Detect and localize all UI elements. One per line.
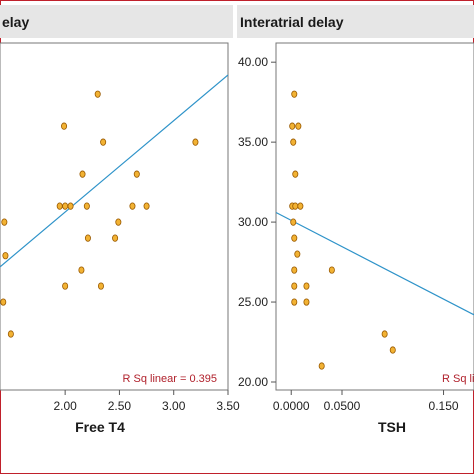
left-x-tick-label: 3.00 — [162, 399, 186, 413]
left-data-point — [115, 218, 122, 226]
right-data-point — [289, 122, 296, 130]
left-x-tick-label: 3.50 — [216, 399, 240, 413]
left-data-point — [56, 202, 63, 210]
left-data-point — [94, 90, 101, 98]
right-data-point — [292, 202, 299, 210]
right-data-point — [291, 266, 298, 274]
left-data-point — [78, 266, 85, 274]
right-x-axis-title: TSH — [378, 419, 406, 435]
left-r-squared-label: R Sq linear = 0.395 — [123, 373, 217, 385]
right-data-point — [290, 218, 297, 226]
right-data-point — [297, 202, 304, 210]
left-plot-panel: 2.00 2.50 3.00 3.50 — [0, 42, 240, 413]
right-data-point — [303, 282, 310, 290]
right-y-tick-label: 30.00 — [238, 215, 268, 229]
left-data-point — [97, 282, 104, 290]
right-data-point — [291, 282, 298, 290]
right-y-tick-label: 40.00 — [238, 55, 268, 69]
left-data-point — [67, 202, 74, 210]
left-data-point — [0, 298, 7, 306]
left-data-point — [62, 282, 69, 290]
right-x-tick-label: 0.150 — [429, 399, 459, 413]
left-fit-line — [0, 74, 228, 268]
right-y-tick-label: 35.00 — [238, 135, 268, 149]
left-x-tick-label: 2.50 — [108, 399, 132, 413]
right-data-point — [291, 90, 298, 98]
right-data-point — [381, 330, 388, 338]
left-data-point — [2, 252, 9, 260]
right-data-point — [318, 362, 325, 370]
left-data-point — [84, 234, 91, 242]
left-x-axis-title: Free T4 — [75, 419, 125, 435]
right-title-strip — [237, 5, 474, 38]
right-data-point — [291, 298, 298, 306]
left-data-point — [1, 218, 8, 226]
right-data-point — [303, 298, 310, 306]
left-plot-area — [0, 42, 229, 391]
left-x-tick-label: 2.00 — [53, 399, 77, 413]
left-data-point — [192, 138, 199, 146]
left-data-point — [143, 202, 150, 210]
right-x-tick-label: 0.0500 — [324, 399, 361, 413]
right-plot-area — [275, 42, 474, 391]
right-fit-line — [276, 211, 474, 316]
right-data-point — [292, 170, 299, 178]
right-y-tick-label: 25.00 — [238, 295, 268, 309]
right-data-point — [291, 234, 298, 242]
right-data-point — [290, 138, 297, 146]
left-data-point — [133, 170, 140, 178]
right-x-tick-label: 0.0000 — [273, 399, 310, 413]
left-data-point — [129, 202, 136, 210]
left-panel-title: elay — [2, 14, 29, 30]
right-panel-title: Interatrial delay — [240, 14, 344, 30]
right-data-point — [328, 266, 335, 274]
left-data-point — [62, 202, 69, 210]
left-data-point — [83, 202, 90, 210]
left-title-strip — [0, 5, 233, 38]
right-y-tick-label: 20.00 — [238, 375, 268, 389]
left-data-point — [7, 330, 14, 338]
right-data-point — [294, 250, 301, 258]
right-r-squared-label: R Sq li — [442, 373, 474, 385]
right-data-point — [389, 346, 396, 354]
right-plot-panel: 0.0000 0.0500 0.150 20.00 25.00 30.00 35.00 40.… — [238, 42, 474, 413]
left-data-point — [100, 138, 107, 146]
left-data-point — [112, 234, 119, 242]
left-data-point — [79, 170, 86, 178]
right-data-point — [295, 122, 302, 130]
left-data-point — [61, 122, 68, 130]
